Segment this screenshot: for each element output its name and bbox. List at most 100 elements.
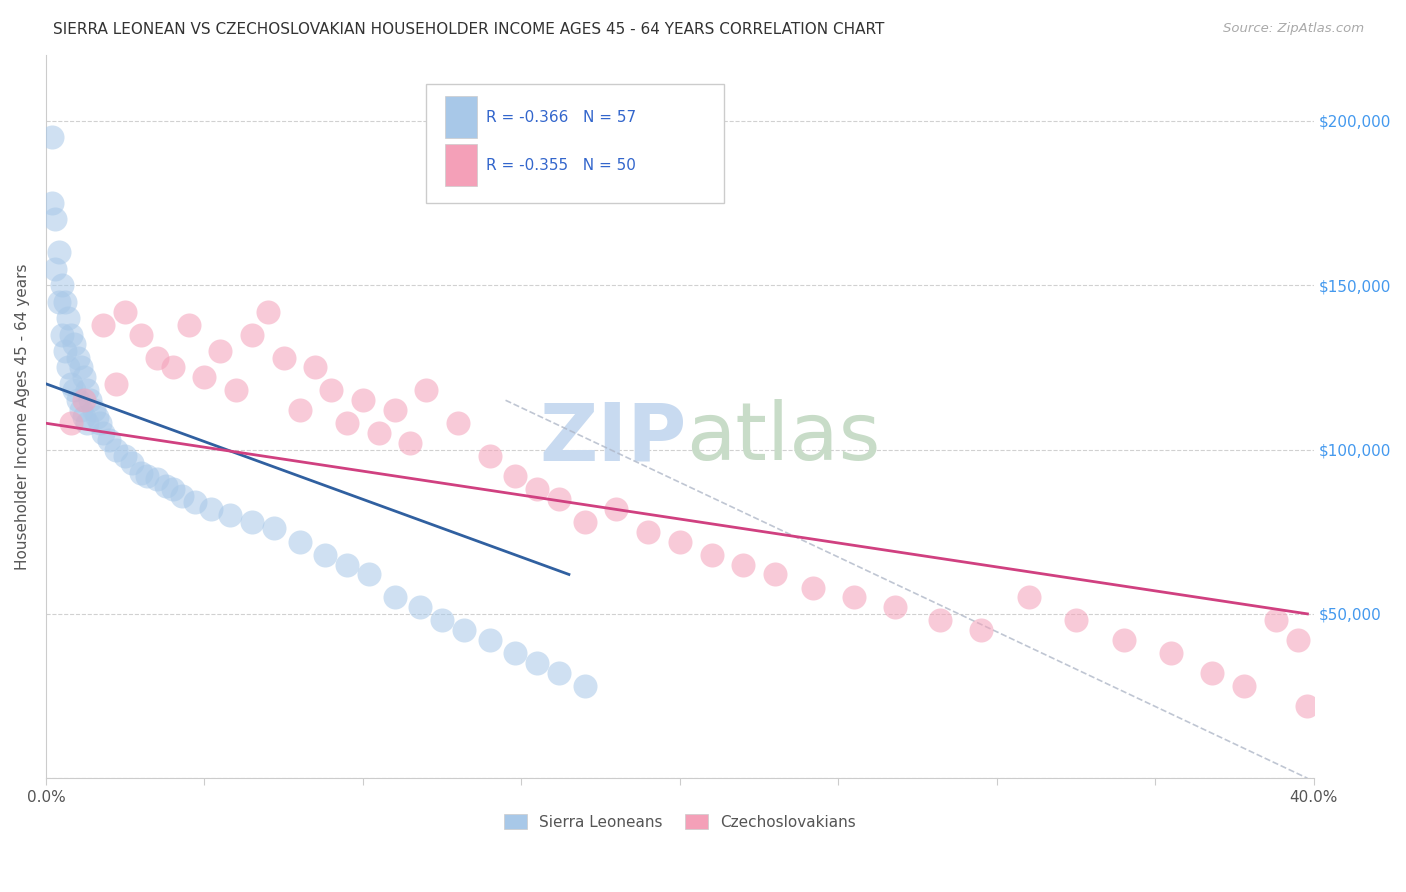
Point: [51, 327, 73, 342]
Point: [48, 294, 70, 309]
Point: [884, 600, 907, 615]
Point: [503, 468, 526, 483]
Point: [104, 376, 127, 391]
Point: [637, 524, 659, 539]
Point: [51, 278, 73, 293]
Point: [56, 360, 79, 375]
Point: [336, 417, 359, 431]
Point: [129, 466, 152, 480]
Point: [218, 508, 240, 523]
Point: [69, 403, 91, 417]
Point: [73, 370, 96, 384]
Point: [73, 393, 96, 408]
Point: [155, 479, 177, 493]
Point: [86, 409, 108, 424]
Point: [314, 548, 336, 562]
Point: [79, 393, 101, 408]
Text: SIERRA LEONEAN VS CZECHOSLOVAKIAN HOUSEHOLDER INCOME AGES 45 - 64 YEARS CORRELAT: SIERRA LEONEAN VS CZECHOSLOVAKIAN HOUSEH…: [53, 22, 884, 37]
Point: [104, 442, 127, 457]
Point: [430, 614, 453, 628]
Point: [453, 624, 475, 638]
Point: [1201, 666, 1223, 681]
Point: [184, 495, 207, 509]
Point: [66, 393, 89, 408]
Point: [200, 501, 222, 516]
Point: [69, 360, 91, 375]
Point: [114, 449, 136, 463]
Point: [384, 403, 406, 417]
Point: [76, 384, 98, 398]
Point: [1286, 633, 1309, 648]
Point: [605, 501, 627, 516]
Legend: Sierra Leoneans, Czechoslovakians: Sierra Leoneans, Czechoslovakians: [498, 807, 862, 836]
Point: [526, 482, 548, 496]
Point: [273, 351, 295, 365]
Point: [60, 376, 83, 391]
Point: [548, 666, 571, 681]
Bar: [446, 96, 477, 138]
Point: [288, 403, 311, 417]
Point: [321, 384, 343, 398]
Point: [478, 633, 501, 648]
Point: [121, 456, 143, 470]
Text: ZIP: ZIP: [538, 400, 686, 477]
Point: [447, 417, 470, 431]
Text: atlas: atlas: [686, 400, 880, 477]
Point: [399, 436, 422, 450]
Point: [91, 426, 114, 441]
Point: [146, 351, 169, 365]
Point: [53, 343, 76, 358]
Point: [1233, 679, 1256, 693]
Text: R = -0.366   N = 57: R = -0.366 N = 57: [486, 110, 636, 125]
Point: [89, 417, 111, 431]
Point: [41, 130, 63, 145]
Point: [172, 489, 194, 503]
Point: [352, 393, 374, 408]
Point: [478, 449, 501, 463]
Bar: [446, 145, 477, 186]
Point: [177, 318, 200, 332]
Point: [44, 261, 66, 276]
Point: [41, 196, 63, 211]
Text: R = -0.355   N = 50: R = -0.355 N = 50: [486, 158, 636, 173]
Point: [53, 294, 76, 309]
Point: [98, 433, 121, 447]
Point: [733, 558, 755, 572]
Point: [114, 304, 136, 318]
Point: [162, 482, 184, 496]
Point: [574, 515, 596, 529]
Point: [700, 548, 723, 562]
Point: [83, 403, 105, 417]
Point: [1018, 591, 1040, 605]
Point: [240, 515, 263, 529]
Point: [256, 304, 278, 318]
Point: [763, 567, 786, 582]
Point: [48, 245, 70, 260]
Point: [359, 567, 381, 582]
Point: [336, 558, 359, 572]
Point: [146, 472, 169, 486]
Point: [129, 327, 152, 342]
Point: [60, 327, 83, 342]
Point: [1064, 614, 1087, 628]
Point: [56, 311, 79, 326]
Point: [91, 318, 114, 332]
Point: [63, 337, 86, 351]
Point: [263, 521, 285, 535]
Y-axis label: Householder Income Ages 45 - 64 years: Householder Income Ages 45 - 64 years: [15, 263, 30, 570]
Point: [66, 351, 89, 365]
Point: [193, 370, 215, 384]
Point: [60, 417, 83, 431]
Point: [1112, 633, 1135, 648]
Point: [63, 384, 86, 398]
Point: [73, 409, 96, 424]
Point: [384, 591, 406, 605]
Point: [409, 600, 432, 615]
Point: [669, 534, 692, 549]
Point: [225, 384, 247, 398]
Point: [1296, 698, 1319, 713]
Point: [44, 212, 66, 227]
Point: [548, 491, 571, 506]
Text: Source: ZipAtlas.com: Source: ZipAtlas.com: [1223, 22, 1364, 36]
Point: [1160, 646, 1182, 660]
